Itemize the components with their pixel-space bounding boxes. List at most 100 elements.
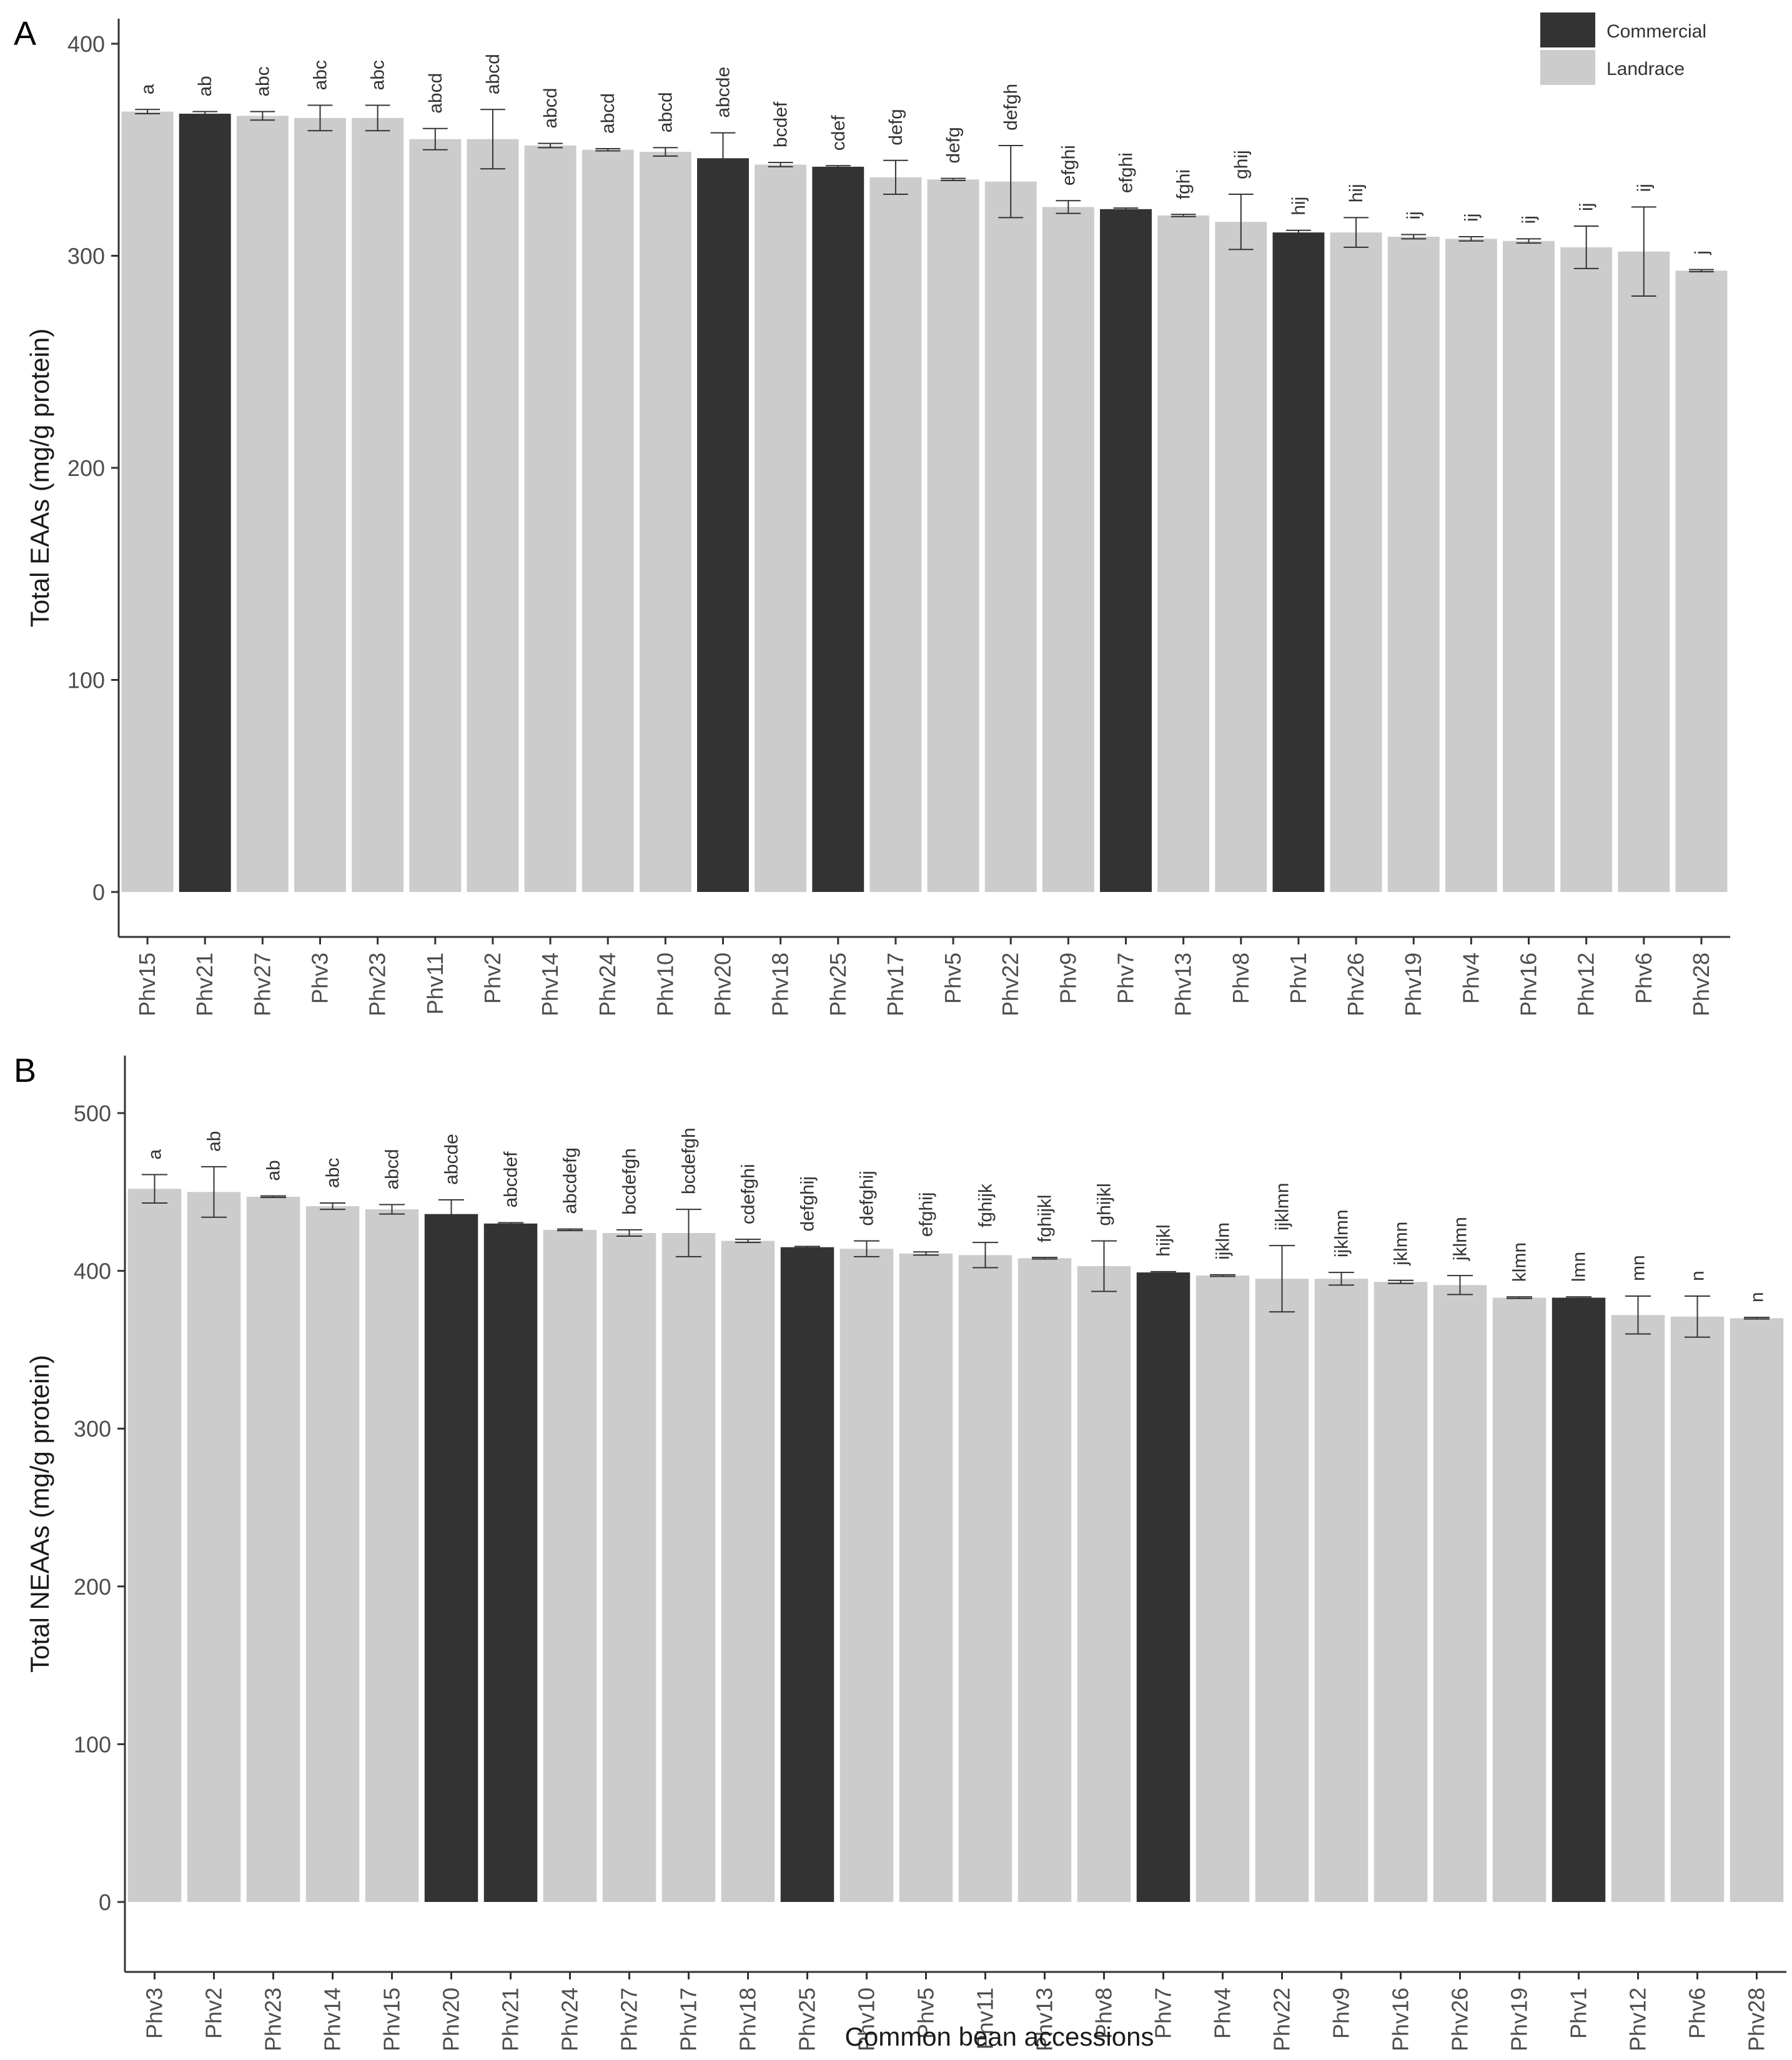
bar — [1100, 209, 1152, 892]
x-tick-label: Phv5 — [940, 953, 966, 1004]
significance-label: bcdefgh — [679, 1127, 700, 1194]
significance-label: ab — [204, 1131, 225, 1152]
significance-label: jklmn — [1450, 1217, 1471, 1261]
significance-label: a — [137, 84, 158, 94]
x-tick-label: Phv20 — [438, 1988, 464, 2051]
x-tick-label: Phv18 — [735, 1988, 761, 2051]
bar — [1157, 215, 1210, 892]
panel-a: A 0 100 200 300 400 Total EAAs (mg/g protein) a… — [14, 12, 1730, 1016]
x-tick-label: Phv10 — [854, 1988, 879, 2051]
x-tick-label: Phv8 — [1228, 953, 1254, 1004]
bar — [812, 166, 864, 892]
bar — [755, 164, 807, 892]
significance-label: ijklmn — [1272, 1183, 1293, 1231]
significance-label: jklmn — [1391, 1222, 1412, 1266]
significance-label: abcdef — [501, 1151, 522, 1208]
x-tick-label: Phv15 — [134, 953, 160, 1016]
x-tick-label: Phv13 — [1032, 1988, 1057, 2051]
significance-label: a — [145, 1149, 166, 1160]
y-tick-label: 0 — [92, 879, 105, 905]
x-tick-label: Phv16 — [1388, 1988, 1413, 2051]
x-tick-label: Phv23 — [260, 1988, 286, 2051]
x-tick-label: Phv4 — [1210, 1988, 1235, 2039]
x-tick-label: Phv14 — [320, 1988, 345, 2051]
y-tick-label: 100 — [74, 1731, 111, 1757]
bar — [1618, 251, 1670, 893]
x-tick-label: Phv15 — [379, 1988, 405, 2051]
bar — [1215, 222, 1267, 893]
legend-label: Commercial — [1606, 21, 1706, 42]
significance-label: abcd — [425, 73, 446, 114]
x-tick-label: Phv26 — [1343, 953, 1369, 1016]
significance-label: ij — [1634, 184, 1655, 192]
bar — [1492, 1297, 1547, 1902]
significance-label: n — [1747, 1292, 1768, 1302]
significance-label: hij — [1346, 184, 1367, 202]
bar — [483, 1223, 538, 1902]
bar — [305, 1206, 360, 1902]
bar — [352, 117, 404, 893]
significance-label: abcdefg — [560, 1147, 581, 1214]
significance-label: ghijkl — [1094, 1183, 1115, 1226]
bar — [721, 1240, 775, 1902]
bar — [1136, 1272, 1191, 1902]
bar — [582, 149, 634, 892]
bar — [467, 139, 519, 892]
bar — [246, 1196, 300, 1902]
x-tick-label: Phv2 — [201, 1988, 227, 2039]
bar — [780, 1247, 834, 1902]
y-tick-label: 100 — [67, 668, 105, 693]
x-tick-label: Phv6 — [1631, 953, 1656, 1004]
bar — [697, 158, 749, 893]
bar — [1675, 270, 1728, 892]
x-tick-label: Phv17 — [883, 953, 908, 1016]
x-tick-label: Phv19 — [1507, 1988, 1532, 2051]
bar — [1195, 1275, 1250, 1902]
significance-label: defg — [886, 109, 906, 145]
legend: Commercial Landrace — [1540, 12, 1706, 85]
bar — [424, 1214, 478, 1902]
x-tick-label: Phv23 — [365, 953, 390, 1016]
significance-label: defghij — [857, 1171, 878, 1226]
bar — [179, 114, 231, 892]
bar — [984, 181, 1037, 892]
panel-letter: A — [14, 15, 36, 52]
significance-label: abc — [310, 60, 331, 90]
y-tick-label: 300 — [74, 1416, 111, 1442]
bar — [869, 177, 922, 892]
significance-label: ij — [1519, 215, 1540, 224]
bar — [1552, 1297, 1606, 1902]
x-tick-label: Phv11 — [973, 1988, 998, 2049]
x-tick-label: Phv27 — [249, 953, 275, 1016]
bar — [1611, 1315, 1665, 1902]
x-tick-label: Phv21 — [498, 1988, 523, 2051]
significance-label: j — [1691, 250, 1712, 255]
x-tick-label: Phv24 — [595, 953, 620, 1016]
bar — [1330, 232, 1382, 892]
significance-label: abc — [323, 1158, 344, 1188]
significance-label: ab — [264, 1160, 284, 1181]
bar — [543, 1229, 597, 1902]
bar — [1730, 1318, 1784, 1902]
x-tick-label: Phv3 — [142, 1988, 167, 2039]
bar — [409, 139, 462, 892]
significance-label: abcde — [713, 67, 734, 118]
bar — [121, 111, 174, 892]
significance-label: abcd — [382, 1149, 403, 1189]
significance-label: abcd — [483, 54, 503, 94]
x-tick-label: Phv26 — [1447, 1988, 1473, 2051]
x-tick-label: Phv20 — [710, 953, 736, 1016]
x-tick-label: Phv25 — [795, 1988, 820, 2051]
x-tick-label: Phv10 — [652, 953, 678, 1016]
x-tick-label: Phv16 — [1516, 953, 1542, 1016]
panel-letter: B — [14, 1052, 36, 1089]
x-tick-label: Phv28 — [1744, 1988, 1770, 2051]
x-tick-label: Phv28 — [1688, 953, 1714, 1016]
bar — [661, 1232, 716, 1902]
x-tick-label: Phv19 — [1400, 953, 1426, 1016]
significance-label: mn — [1628, 1255, 1649, 1281]
significance-label: bcdefgh — [620, 1148, 640, 1215]
x-tick-label: Phv6 — [1685, 1988, 1710, 2039]
bar — [1387, 236, 1440, 892]
bar — [899, 1253, 953, 1902]
